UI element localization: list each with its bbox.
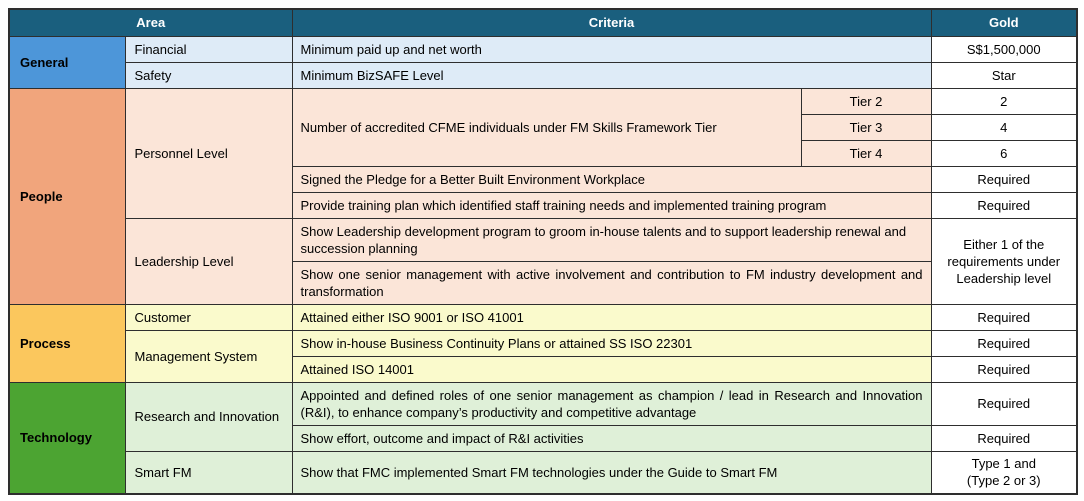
header-gold: Gold — [930, 8, 1078, 37]
criteria-cell-safety: Minimum BizSAFE Level — [291, 62, 932, 89]
header-criteria: Criteria — [291, 8, 932, 37]
table-row: Tier 4 6 — [9, 140, 1078, 167]
area-cell-people: People — [8, 88, 126, 305]
area-cell-process: Process — [8, 304, 126, 383]
table-row: Safety Minimum BizSAFE Level Star — [9, 62, 1078, 89]
table-header-row: Area Criteria Gold — [8, 8, 1078, 37]
subarea-cell-financial: Financial — [124, 36, 293, 63]
gold-cell-rni-impact: Required — [930, 425, 1078, 452]
table-row: General Financial Minimum paid up and ne… — [8, 36, 1078, 89]
subarea-cell-smart-fm: Smart FM — [124, 451, 293, 494]
subarea-cell-personnel-level: Personnel Level — [124, 88, 293, 219]
criteria-cell-bcp: Show in-house Business Continuity Plans … — [291, 330, 932, 357]
gold-cell-tier3: 4 — [930, 114, 1078, 141]
criteria-cell-rni-champion: Appointed and defined roles of one senio… — [291, 382, 932, 426]
certification-criteria-table: Area Criteria Gold General Financial Min… — [8, 8, 1079, 495]
table-row: Provide training plan which identified s… — [9, 192, 1078, 219]
subarea-cell-leadership-level: Leadership Level — [124, 218, 293, 305]
area-cell-general: General — [8, 36, 126, 89]
table-row: Show one senior management with active i… — [9, 261, 1077, 305]
criteria-cell-cfme: Number of accredited CFME individuals un… — [291, 88, 802, 167]
tier-label-cell-tier4: Tier 4 — [800, 140, 932, 167]
area-cell-technology: Technology — [8, 382, 126, 494]
tier-label-cell-tier3: Tier 3 — [800, 114, 932, 141]
table-row: Signed the Pledge for a Better Built Env… — [9, 166, 1078, 193]
gold-smart-fm-line1: Type 1 and — [971, 456, 1036, 472]
subarea-cell-management-system: Management System — [124, 330, 293, 383]
table-row: Process Customer Attained either ISO 900… — [8, 304, 1078, 383]
gold-cell-bcp: Required — [930, 330, 1078, 357]
gold-cell-tier4: 6 — [930, 140, 1078, 167]
criteria-cell-pledge: Signed the Pledge for a Better Built Env… — [291, 166, 932, 193]
gold-cell-pledge: Required — [930, 166, 1078, 193]
table-row: Technology Research and Innovation Appoi… — [8, 382, 1078, 494]
table-row: Tier 3 4 — [9, 114, 1078, 141]
criteria-cell-leadership-program: Show Leadership development program to g… — [291, 218, 932, 262]
criteria-cell-iso14001: Attained ISO 14001 — [291, 356, 932, 383]
criteria-cell-iso9001: Attained either ISO 9001 or ISO 41001 — [291, 304, 932, 331]
criteria-cell-senior-management: Show one senior management with active i… — [291, 261, 932, 305]
criteria-cell-training-plan: Provide training plan which identified s… — [291, 192, 932, 219]
gold-cell-safety: Star — [930, 62, 1078, 89]
gold-cell-financial: S$1,500,000 — [930, 36, 1078, 63]
gold-cell-smart-fm-text: Type 1 and (Type 2 or 3) — [967, 455, 1041, 489]
table-row: Attained ISO 14001 Required — [9, 356, 1078, 383]
criteria-cell-rni-impact: Show effort, outcome and impact of R&I a… — [291, 425, 932, 452]
gold-cell-iso9001: Required — [930, 304, 1078, 331]
gold-smart-fm-line2: (Type 2 or 3) — [966, 473, 1041, 489]
table-row: Show effort, outcome and impact of R&I a… — [9, 425, 1078, 452]
gold-cell-smart-fm: Type 1 and (Type 2 or 3) — [930, 451, 1078, 494]
table-row: People Personnel Level Number of accredi… — [8, 88, 1078, 305]
gold-cell-tier2: 2 — [930, 88, 1078, 115]
table-row: Leadership Level Show Leadership develop… — [9, 218, 1078, 305]
subarea-cell-safety: Safety — [124, 62, 293, 89]
subarea-cell-customer: Customer — [124, 304, 293, 331]
criteria-cell-financial: Minimum paid up and net worth — [291, 36, 932, 63]
header-area: Area — [8, 8, 293, 37]
gold-cell-iso14001: Required — [930, 356, 1078, 383]
gold-cell-rni-champion: Required — [930, 382, 1078, 426]
criteria-cell-smart-fm: Show that FMC implemented Smart FM techn… — [291, 451, 932, 494]
subarea-cell-research-innovation: Research and Innovation — [124, 382, 293, 452]
table-row: Management System Show in-house Business… — [9, 330, 1078, 383]
table-row: Smart FM Show that FMC implemented Smart… — [9, 451, 1078, 494]
gold-cell-leadership: Either 1 of the requirements under Leade… — [930, 218, 1078, 305]
tier-label-cell-tier2: Tier 2 — [800, 88, 932, 115]
gold-cell-training-plan: Required — [930, 192, 1078, 219]
